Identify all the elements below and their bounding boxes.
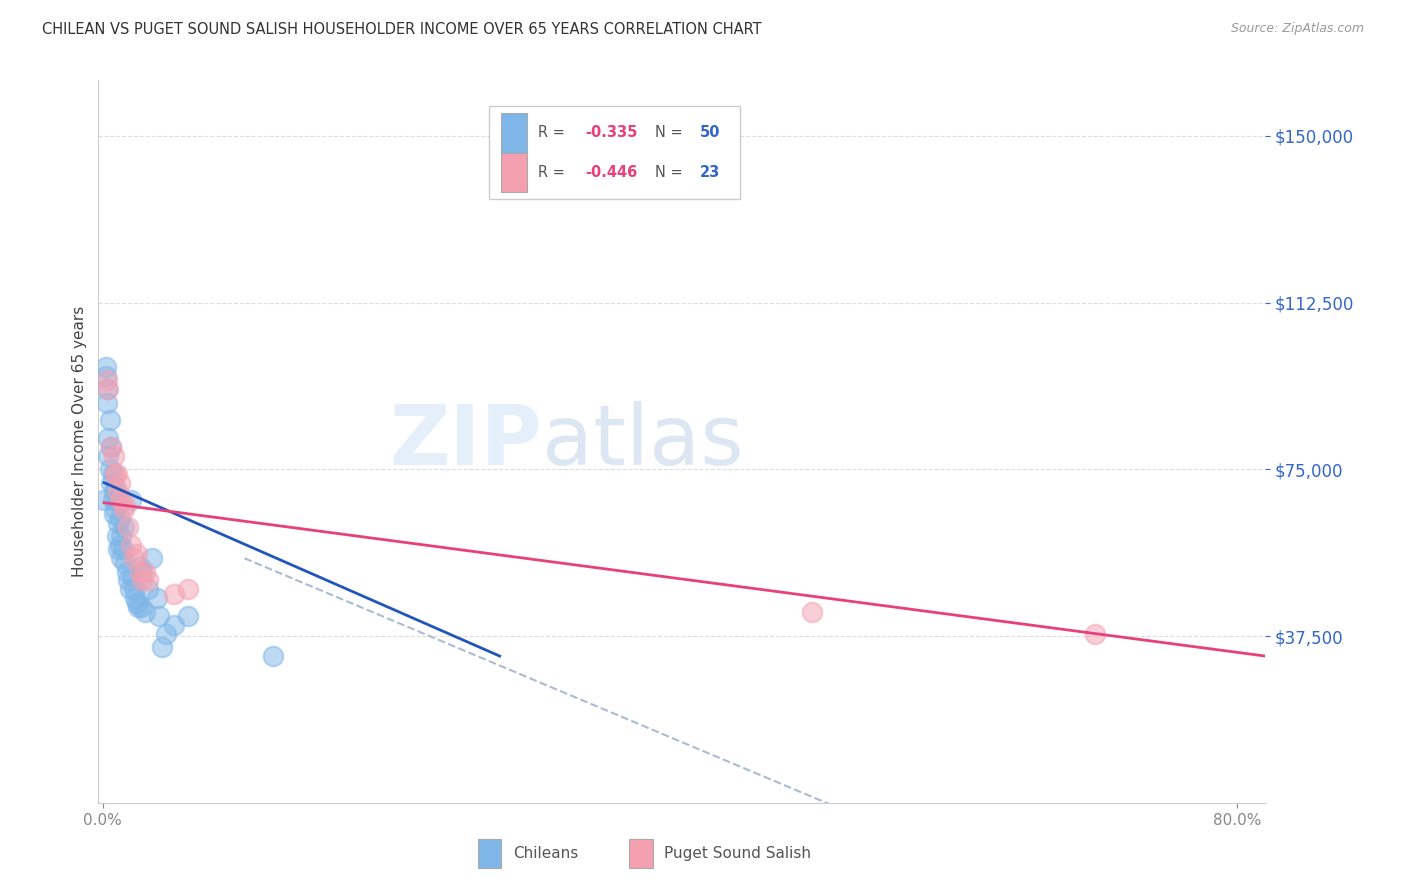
Point <box>107 516 129 530</box>
Point <box>104 502 127 516</box>
Point <box>104 467 127 481</box>
Text: R =: R = <box>538 125 569 140</box>
Point <box>108 538 131 552</box>
Point <box>127 600 149 615</box>
Point <box>101 493 124 508</box>
Point <box>114 498 136 512</box>
Point <box>136 582 159 597</box>
Point <box>94 360 117 375</box>
Point <box>125 547 148 561</box>
Point <box>96 395 118 409</box>
Text: -0.335: -0.335 <box>585 125 637 140</box>
Point <box>101 467 124 481</box>
Point <box>134 565 156 579</box>
Point <box>96 373 118 387</box>
Point <box>118 582 141 597</box>
Point <box>117 574 139 588</box>
Point <box>104 480 127 494</box>
Point <box>112 520 135 534</box>
Point <box>107 542 129 557</box>
Point <box>96 382 118 396</box>
Point <box>100 440 122 454</box>
Point <box>262 649 284 664</box>
Point <box>114 556 136 570</box>
Point <box>141 551 163 566</box>
Text: CHILEAN VS PUGET SOUND SALISH HOUSEHOLDER INCOME OVER 65 YEARS CORRELATION CHART: CHILEAN VS PUGET SOUND SALISH HOUSEHOLDE… <box>42 22 762 37</box>
Point <box>120 538 142 552</box>
Point <box>97 431 120 445</box>
Bar <box>501 153 527 193</box>
Point <box>177 582 200 597</box>
Point <box>110 493 132 508</box>
Point <box>117 520 139 534</box>
Text: 50: 50 <box>699 125 720 140</box>
Text: Source: ZipAtlas.com: Source: ZipAtlas.com <box>1230 22 1364 36</box>
Point <box>110 551 132 566</box>
Point <box>100 440 122 454</box>
Point <box>94 368 117 383</box>
Point <box>93 493 115 508</box>
Point <box>800 605 823 619</box>
Point <box>150 640 173 655</box>
Bar <box>630 838 652 868</box>
Point <box>108 475 131 490</box>
Point <box>1084 627 1107 641</box>
Point <box>110 529 132 543</box>
Y-axis label: Householder Income Over 65 years: Householder Income Over 65 years <box>72 306 87 577</box>
Point <box>128 560 150 574</box>
Point <box>98 462 121 476</box>
Point <box>129 600 152 615</box>
Point <box>98 413 121 427</box>
Point <box>105 493 128 508</box>
Point <box>121 569 143 583</box>
Point <box>162 587 184 601</box>
Text: R =: R = <box>538 165 569 180</box>
Point <box>107 484 129 499</box>
Text: N =: N = <box>655 165 688 180</box>
Bar <box>489 105 741 200</box>
Point <box>122 551 145 566</box>
Point <box>131 565 153 579</box>
Bar <box>501 112 527 153</box>
Point <box>162 618 184 632</box>
Point <box>124 591 146 606</box>
Point <box>177 609 200 624</box>
Point <box>122 582 145 597</box>
Text: N =: N = <box>655 125 688 140</box>
Point <box>100 475 122 490</box>
Point <box>105 529 128 543</box>
Point <box>115 565 138 579</box>
Text: 23: 23 <box>699 165 720 180</box>
Point <box>148 609 170 624</box>
Point <box>97 382 120 396</box>
Point <box>108 511 131 525</box>
Point <box>131 574 153 588</box>
Point <box>112 502 135 516</box>
Bar <box>478 838 501 868</box>
Text: ZIP: ZIP <box>389 401 541 482</box>
Text: -0.446: -0.446 <box>585 165 637 180</box>
Point <box>105 467 128 481</box>
Point <box>120 493 142 508</box>
Text: Chileans: Chileans <box>513 846 578 861</box>
Text: Puget Sound Salish: Puget Sound Salish <box>665 846 811 861</box>
Point <box>125 596 148 610</box>
Point <box>134 605 156 619</box>
Point <box>145 591 167 606</box>
Point <box>136 574 159 588</box>
Point <box>155 627 177 641</box>
Text: atlas: atlas <box>541 401 744 482</box>
Point <box>103 449 125 463</box>
Point <box>103 484 125 499</box>
Point <box>97 449 120 463</box>
Point <box>103 507 125 521</box>
Point <box>128 565 150 579</box>
Point <box>111 542 134 557</box>
